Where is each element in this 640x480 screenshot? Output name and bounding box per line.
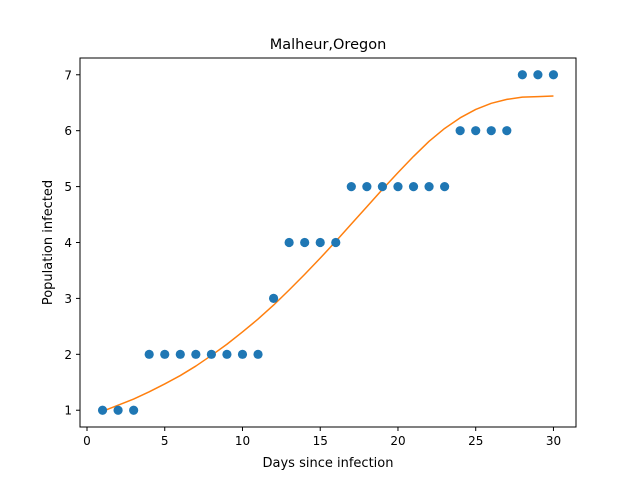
data-point: [533, 70, 543, 80]
data-points-layer: [97, 70, 559, 415]
data-point: [393, 181, 403, 192]
data-point: [331, 237, 341, 248]
data-point: [455, 126, 465, 136]
data-point: [315, 237, 325, 248]
data-point: [502, 126, 512, 136]
data-point: [206, 349, 216, 359]
data-point: [377, 181, 388, 192]
data-point: [548, 70, 559, 80]
fit-curve: [102, 95, 554, 413]
y-tick-label: 7: [64, 68, 72, 82]
x-tick-label: 5: [161, 434, 169, 448]
chart-title: Malheur,Oregon: [270, 37, 387, 53]
x-tick-label: 20: [390, 434, 405, 448]
data-point: [191, 349, 201, 359]
data-point: [284, 237, 294, 248]
data-point: [471, 126, 481, 136]
x-tick-label: 30: [546, 434, 561, 448]
y-axis-ticks: 1 2 3 4 5 6 7: [64, 68, 80, 418]
data-point: [237, 349, 248, 359]
x-tick-label: 15: [313, 434, 328, 448]
data-point: [144, 349, 154, 359]
data-point: [362, 181, 372, 192]
fit-line-layer: [102, 95, 554, 413]
y-tick-label: 2: [64, 348, 72, 362]
data-point: [97, 405, 108, 415]
data-point: [175, 349, 185, 359]
data-point: [222, 349, 232, 359]
x-axis-ticks: 0 5 10 15 20 25 30: [83, 427, 561, 448]
y-tick-label: 4: [64, 236, 72, 250]
data-point: [129, 405, 139, 415]
x-axis-label: Days since infection: [263, 456, 394, 471]
x-tick-label: 25: [468, 434, 483, 448]
x-tick-label: 0: [83, 434, 91, 448]
data-point: [486, 126, 496, 136]
data-point: [253, 349, 263, 359]
y-tick-label: 6: [64, 124, 72, 138]
y-tick-label: 3: [64, 292, 72, 306]
data-point: [160, 349, 170, 359]
data-point: [440, 181, 450, 192]
data-point: [346, 181, 356, 192]
y-tick-label: 5: [64, 180, 72, 194]
data-point: [517, 70, 527, 80]
data-point: [113, 405, 123, 415]
data-point: [300, 237, 310, 248]
x-tick-label: 10: [235, 434, 250, 448]
plot-frame: [79, 57, 577, 428]
y-axis-label: Population infected: [41, 180, 56, 305]
data-point: [424, 181, 434, 192]
y-tick-label: 1: [64, 404, 72, 418]
data-point: [268, 293, 279, 304]
data-point: [408, 181, 419, 192]
